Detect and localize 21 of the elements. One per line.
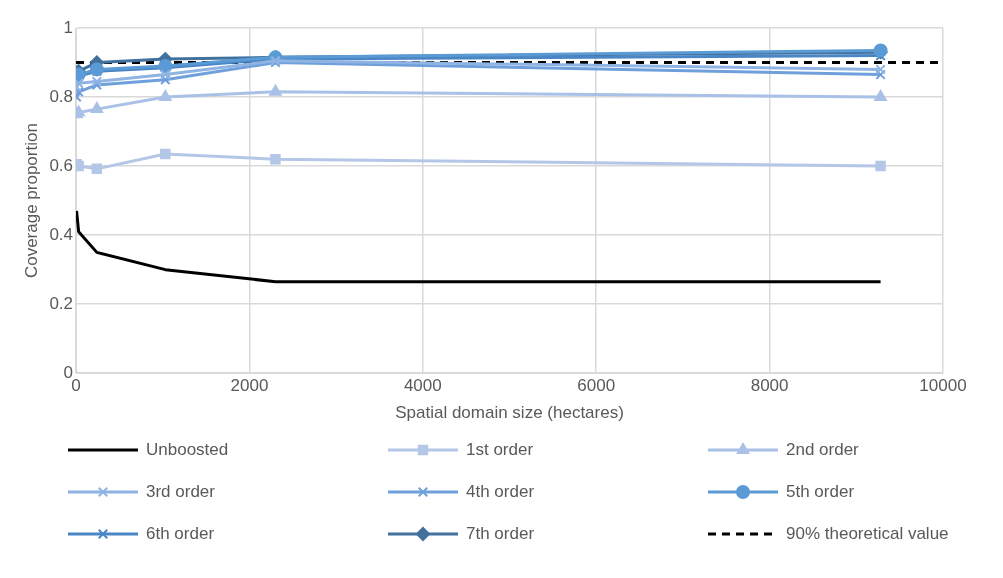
x-tick-label: 4000 (403, 376, 442, 396)
y-tick-label: 1 (63, 17, 74, 37)
legend-label: 90% theoretical value (786, 523, 949, 543)
y-tick-label: 0.6 (49, 155, 74, 175)
y-tick-label: 0.4 (49, 224, 74, 244)
legend-label: 6th order (146, 523, 215, 543)
x-tick-label: 6000 (577, 376, 616, 396)
legend-label: 5th order (786, 481, 855, 501)
x-tick-label: 8000 (750, 376, 789, 396)
legend-label: Unboosted (146, 439, 229, 459)
legend-label: 2nd order (786, 439, 860, 459)
legend-label: 7th order (466, 523, 535, 543)
x-tick-label: 10000 (919, 376, 967, 396)
legend-label: 3rd order (146, 481, 216, 501)
y-tick-label: 0.8 (49, 86, 74, 106)
y-tick-label: 0.2 (49, 293, 74, 313)
legend-label: 4th order (466, 481, 535, 501)
x-tick-label: 2000 (230, 376, 269, 396)
legend-label: 1st order (466, 439, 534, 459)
x-axis-title: Spatial domain size (hectares) (395, 403, 624, 423)
y-axis-title: Coverage proportion (21, 123, 41, 279)
